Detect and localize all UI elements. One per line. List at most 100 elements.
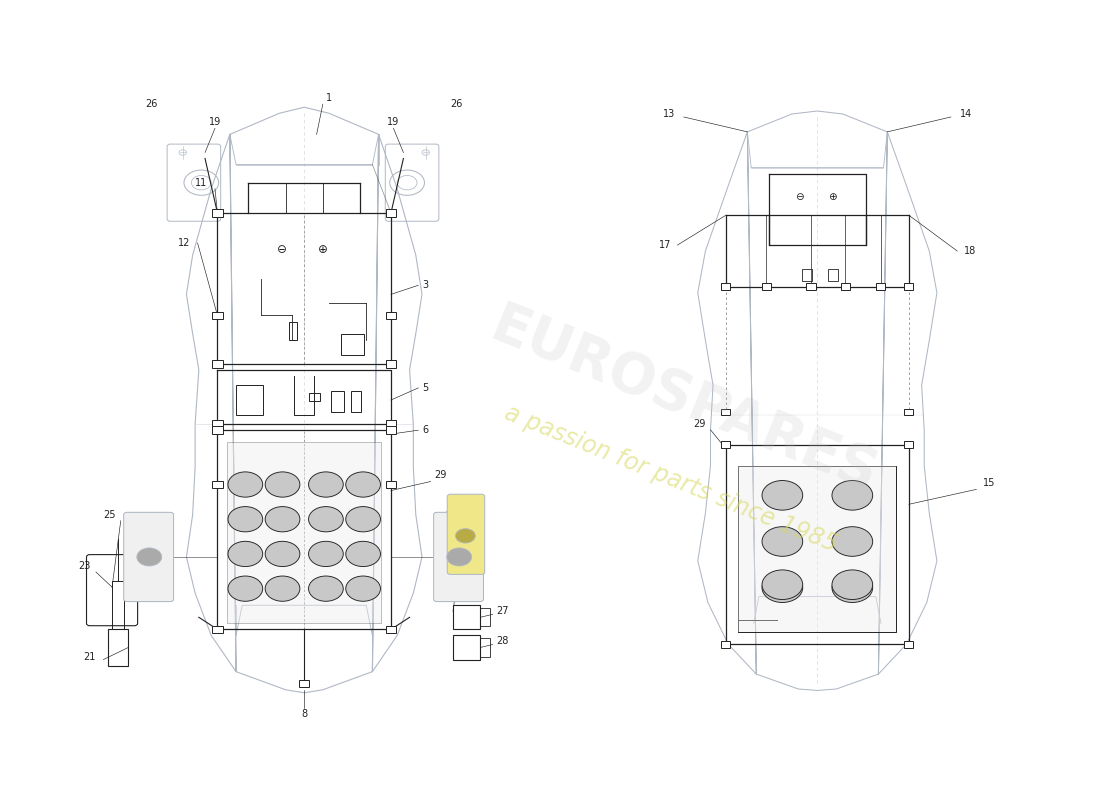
Bar	[351, 391, 361, 412]
Bar	[827, 269, 838, 281]
Circle shape	[228, 472, 263, 497]
Bar	[212, 481, 222, 488]
Text: 5: 5	[422, 383, 428, 393]
Circle shape	[265, 576, 300, 602]
Bar	[840, 283, 850, 290]
Text: 17: 17	[659, 240, 671, 250]
Circle shape	[309, 506, 343, 532]
Text: ⊕: ⊕	[318, 242, 328, 255]
Text: 25: 25	[103, 510, 116, 520]
Text: 11: 11	[196, 178, 208, 188]
Text: 29: 29	[693, 419, 705, 429]
FancyBboxPatch shape	[123, 512, 174, 602]
Circle shape	[309, 576, 343, 602]
Bar	[453, 635, 481, 659]
Bar	[212, 420, 222, 428]
Bar	[341, 334, 364, 354]
Bar	[722, 283, 730, 290]
FancyBboxPatch shape	[738, 466, 896, 632]
Text: 21: 21	[84, 651, 96, 662]
Circle shape	[265, 542, 300, 566]
Bar	[236, 385, 263, 415]
Text: 28: 28	[496, 637, 508, 646]
Text: ⊕: ⊕	[828, 193, 837, 202]
Circle shape	[345, 506, 381, 532]
Text: 1: 1	[326, 93, 332, 103]
Text: ⊖: ⊖	[277, 242, 287, 255]
Circle shape	[832, 570, 872, 599]
Bar	[722, 641, 730, 647]
Text: 6: 6	[422, 425, 428, 435]
Bar	[299, 680, 309, 687]
Circle shape	[265, 506, 300, 532]
Bar	[108, 630, 129, 666]
Text: 18: 18	[964, 246, 976, 256]
Bar	[762, 283, 771, 290]
Circle shape	[228, 506, 263, 532]
Bar	[386, 312, 396, 319]
Circle shape	[762, 481, 803, 510]
Bar	[904, 409, 913, 415]
Bar	[386, 209, 396, 217]
Bar	[481, 638, 491, 657]
FancyBboxPatch shape	[433, 512, 484, 602]
Text: 26: 26	[451, 99, 463, 109]
Circle shape	[762, 573, 803, 602]
Text: 29: 29	[434, 470, 447, 481]
Circle shape	[832, 481, 872, 510]
Text: 27: 27	[496, 606, 509, 616]
Bar	[386, 420, 396, 428]
Bar	[453, 606, 481, 630]
Text: a passion for parts since 1985: a passion for parts since 1985	[500, 401, 840, 556]
Bar	[112, 581, 124, 630]
Bar	[212, 626, 222, 633]
Text: 8: 8	[301, 709, 307, 719]
Circle shape	[447, 548, 472, 566]
Bar	[722, 442, 730, 448]
Bar	[904, 641, 913, 647]
Circle shape	[762, 526, 803, 556]
Circle shape	[309, 542, 343, 566]
Bar	[289, 322, 297, 340]
Bar	[806, 283, 815, 290]
Circle shape	[345, 576, 381, 602]
Circle shape	[345, 542, 381, 566]
Text: 26: 26	[145, 99, 158, 109]
FancyBboxPatch shape	[228, 442, 381, 623]
Bar	[722, 409, 730, 415]
Text: 23: 23	[78, 561, 91, 571]
Circle shape	[832, 573, 872, 602]
Bar	[386, 426, 396, 434]
Circle shape	[228, 542, 263, 566]
Bar	[212, 360, 222, 367]
Bar	[386, 481, 396, 488]
Text: 15: 15	[982, 478, 996, 489]
Circle shape	[455, 529, 475, 543]
Bar	[386, 626, 396, 633]
Bar	[802, 269, 812, 281]
Bar	[904, 442, 913, 448]
Bar	[481, 608, 491, 626]
Bar	[309, 393, 319, 401]
Circle shape	[265, 472, 300, 497]
Text: EUROSPARES: EUROSPARES	[484, 298, 886, 502]
Text: 13: 13	[662, 109, 675, 119]
Text: 3: 3	[422, 280, 428, 290]
Text: 12: 12	[178, 238, 190, 248]
Circle shape	[345, 472, 381, 497]
Text: 19: 19	[209, 118, 221, 127]
Text: ⊖: ⊖	[795, 193, 804, 202]
Bar	[877, 283, 886, 290]
Circle shape	[309, 472, 343, 497]
Bar	[212, 426, 222, 434]
Text: 25: 25	[451, 501, 463, 510]
Circle shape	[832, 526, 872, 556]
Bar	[331, 391, 344, 412]
Bar	[212, 312, 222, 319]
Bar	[386, 360, 396, 367]
Circle shape	[136, 548, 162, 566]
FancyBboxPatch shape	[448, 494, 485, 574]
Bar	[212, 209, 222, 217]
Text: 14: 14	[960, 109, 972, 119]
Circle shape	[762, 570, 803, 599]
